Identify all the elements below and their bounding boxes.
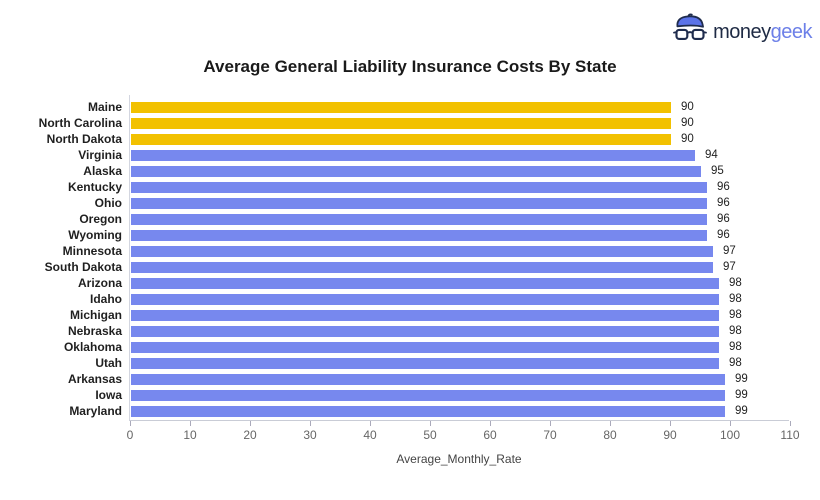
category-label-alaska: Alaska	[83, 164, 122, 178]
x-tick-label: 20	[243, 428, 257, 442]
x-tick	[670, 421, 671, 426]
bar-utah	[131, 358, 719, 369]
category-label-idaho: Idaho	[90, 292, 122, 306]
category-label-maine: Maine	[87, 100, 122, 114]
x-tick-label: 90	[663, 428, 677, 442]
category-label-utah: Utah	[95, 356, 122, 370]
x-tick	[610, 421, 611, 426]
moneygeek-logo[interactable]: moneygeek	[672, 12, 813, 51]
x-tick	[790, 421, 791, 426]
logo-text-money: money	[713, 20, 771, 43]
value-label-michigan: 98	[729, 309, 742, 321]
x-tick-label: 110	[780, 428, 800, 442]
bar-oregon	[131, 214, 707, 225]
y-axis-labels: Maine North Carolina North Dakota Virginia A…	[0, 0, 122, 500]
bar-virginia	[131, 150, 695, 161]
x-tick	[430, 421, 431, 426]
category-label-arizona: Arizona	[77, 276, 122, 290]
bar-north-carolina	[131, 118, 671, 129]
value-label-utah: 98	[729, 357, 742, 369]
x-tick-label: 30	[303, 428, 317, 442]
category-label-wyoming: Wyoming	[68, 228, 122, 242]
value-label-north-carolina: 90	[681, 117, 694, 129]
value-label-maryland: 99	[735, 405, 748, 417]
bar-maryland	[131, 406, 725, 417]
value-label-iowa: 99	[735, 389, 748, 401]
bar-arkansas	[131, 374, 725, 385]
category-label-michigan: Michigan	[69, 308, 122, 322]
x-tick-label: 60	[483, 428, 497, 442]
value-label-idaho: 98	[729, 293, 742, 305]
value-label-south-dakota: 97	[723, 261, 736, 273]
value-label-nebraska: 98	[729, 325, 742, 337]
value-label-oklahoma: 98	[729, 341, 742, 353]
bar-oklahoma	[131, 342, 719, 353]
category-label-nebraska: Nebraska	[67, 324, 122, 338]
chart-title: Average General Liability Insurance Cost…	[203, 57, 617, 76]
category-label-kentucky: Kentucky	[67, 180, 122, 194]
bar-north-dakota	[131, 134, 671, 145]
bar-wyoming	[131, 230, 707, 241]
x-tick	[730, 421, 731, 426]
value-label-arizona: 98	[729, 277, 742, 289]
x-tick	[190, 421, 191, 426]
category-label-south-dakota: South Dakota	[44, 260, 122, 274]
plot-area: 90 90 90 94 95 96 96 96 96 97 97 98 98 98 98 98 98 99 99 99…	[127, 95, 800, 442]
value-label-alaska: 95	[711, 165, 724, 177]
x-tick	[490, 421, 491, 426]
bar-ohio	[131, 198, 707, 209]
x-tick-label: 70	[543, 428, 557, 442]
value-label-ohio: 96	[717, 197, 730, 209]
value-label-minnesota: 97	[723, 245, 736, 257]
bar-michigan	[131, 310, 719, 321]
bar-arizona	[131, 278, 719, 289]
category-label-iowa: Iowa	[95, 388, 122, 402]
category-label-oklahoma: Oklahoma	[63, 340, 122, 354]
value-label-maine: 90	[681, 101, 694, 113]
logo-text-geek: geek	[770, 20, 813, 43]
x-tick	[310, 421, 311, 426]
value-label-north-dakota: 90	[681, 133, 694, 145]
category-label-minnesota: Minnesota	[62, 244, 122, 258]
value-label-wyoming: 96	[717, 229, 730, 241]
value-label-kentucky: 96	[717, 181, 730, 193]
bar-iowa	[131, 390, 725, 401]
x-tick	[130, 421, 131, 426]
x-tick-label: 50	[423, 428, 437, 442]
category-label-north-carolina: North Carolina	[38, 116, 122, 130]
logo-wordmark: moneygeek	[713, 15, 812, 49]
value-label-arkansas: 99	[735, 373, 748, 385]
value-label-oregon: 96	[717, 213, 730, 225]
x-tick-label: 40	[363, 428, 377, 442]
category-label-maryland: Maryland	[69, 404, 122, 418]
x-axis-title: Average_Monthly_Rate	[396, 452, 522, 466]
category-label-arkansas: Arkansas	[67, 372, 122, 386]
x-tick-label: 80	[603, 428, 617, 442]
value-label-virginia: 94	[705, 149, 718, 161]
x-tick	[250, 421, 251, 426]
category-label-virginia: Virginia	[78, 148, 122, 162]
x-tick-label: 0	[126, 428, 134, 442]
category-label-ohio: Ohio	[94, 196, 122, 210]
bar-maine	[131, 102, 671, 113]
x-tick-label: 100	[719, 428, 741, 442]
bar-south-dakota	[131, 262, 713, 273]
x-tick	[370, 421, 371, 426]
x-tick	[550, 421, 551, 426]
bar-minnesota	[131, 246, 713, 257]
geek-face-icon	[672, 12, 708, 51]
bar-alaska	[131, 166, 701, 177]
bar-kentucky	[131, 182, 707, 193]
bar-idaho	[131, 294, 719, 305]
bar-nebraska	[131, 326, 719, 337]
category-label-oregon: Oregon	[79, 212, 122, 226]
x-tick-label: 10	[183, 428, 197, 442]
category-label-north-dakota: North Dakota	[46, 132, 122, 146]
